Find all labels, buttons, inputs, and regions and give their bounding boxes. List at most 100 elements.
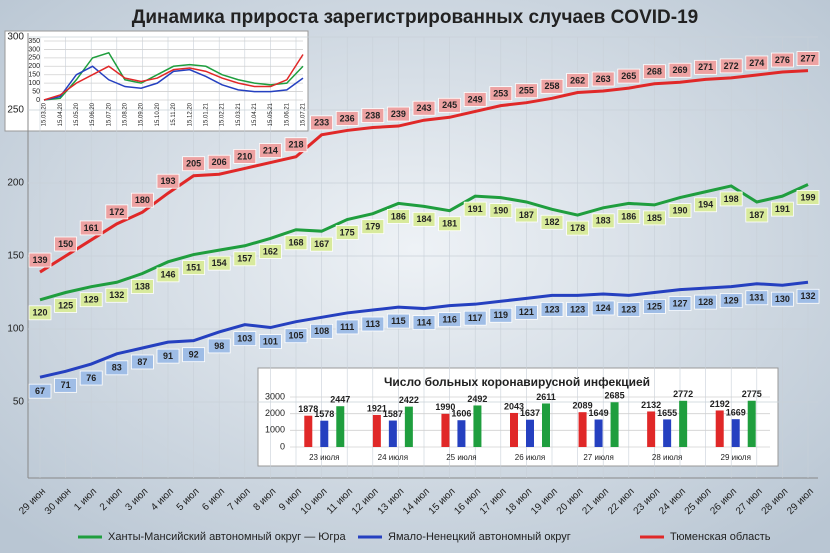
- data-label-box: [796, 190, 820, 205]
- data-label: 87: [137, 357, 147, 367]
- y-tick-label: 200: [7, 178, 24, 189]
- data-label: 190: [672, 205, 687, 215]
- data-label: 276: [775, 55, 790, 65]
- data-label-box: [515, 207, 538, 223]
- data-label: 179: [365, 222, 380, 232]
- data-label-box: [130, 354, 154, 370]
- data-label: 2447: [330, 395, 350, 405]
- legend-label: Ямало-Ненецкий автономный округ: [388, 531, 571, 543]
- data-label: 130: [775, 294, 790, 304]
- data-label: 2685: [605, 391, 625, 401]
- data-label-box: [207, 255, 231, 271]
- x-tick-label: 15.06.21: [284, 102, 290, 126]
- data-label: 1578: [314, 409, 334, 419]
- data-label: 131: [749, 293, 764, 303]
- data-label-box: [745, 55, 769, 71]
- data-label: 1655: [657, 408, 677, 418]
- x-tick-label: 15.03.21: [236, 102, 242, 126]
- data-label: 132: [109, 290, 124, 300]
- data-label: 2043: [504, 401, 524, 411]
- data-label: 157: [237, 254, 252, 264]
- data-label-box: [745, 207, 769, 223]
- data-label-box: [335, 111, 359, 126]
- data-label: 123: [544, 304, 559, 314]
- data-label: 190: [493, 205, 508, 215]
- bar: [388, 420, 397, 447]
- data-label: 239: [391, 109, 406, 119]
- data-label: 187: [749, 210, 764, 220]
- data-label-box: [668, 296, 692, 311]
- data-label-box: [130, 192, 154, 208]
- data-label: 151: [186, 262, 201, 272]
- data-label: 263: [596, 74, 611, 84]
- data-label-box: [310, 236, 334, 252]
- data-label: 193: [160, 176, 175, 186]
- data-label-box: [591, 300, 615, 316]
- data-label: 117: [468, 313, 483, 323]
- data-label: 120: [32, 308, 47, 318]
- data-label-box: [566, 73, 589, 88]
- data-label-box: [182, 347, 206, 363]
- x-tick-label: 15.06.20: [90, 102, 96, 126]
- bar: [747, 400, 756, 447]
- series-line: [43, 51, 304, 101]
- x-tick-label: 26 июля: [515, 453, 545, 462]
- data-label-box: [207, 154, 231, 170]
- data-label: 101: [263, 336, 278, 346]
- data-label: 1669: [726, 408, 746, 418]
- data-label-box: [105, 287, 129, 303]
- data-label: 205: [186, 159, 201, 169]
- data-label-box: [386, 209, 410, 224]
- data-label: 121: [519, 307, 534, 317]
- x-tick-label: 15.07.20: [106, 102, 112, 126]
- data-label-box: [540, 214, 564, 230]
- bar: [715, 410, 724, 447]
- data-label-box: [258, 143, 282, 158]
- data-label: 108: [314, 326, 329, 336]
- data-label-box: [233, 251, 257, 267]
- data-label-box: [54, 298, 77, 313]
- data-label: 127: [672, 298, 687, 308]
- bar: [542, 403, 550, 447]
- series-line: [39, 280, 809, 379]
- data-label: 194: [698, 200, 713, 210]
- data-label-box: [617, 209, 641, 224]
- bar: [441, 413, 450, 447]
- data-label-box: [105, 360, 129, 376]
- data-label: 218: [288, 140, 303, 150]
- data-label-box: [386, 313, 410, 329]
- data-label: 2089: [573, 401, 593, 411]
- x-tick-label: 15.03.20: [42, 102, 48, 126]
- data-label-box: [335, 225, 359, 240]
- data-label-box: [105, 204, 129, 220]
- y-tick-label: 250: [7, 105, 24, 116]
- data-label-box: [566, 220, 589, 236]
- bar: [372, 414, 381, 447]
- y-tick-label: 300: [28, 46, 40, 53]
- x-tick-label: 15.01.21: [203, 102, 209, 126]
- x-tick-label: 24 июля: [378, 453, 408, 462]
- data-label: 83: [112, 363, 122, 373]
- data-label-box: [515, 83, 538, 99]
- x-tick-label: 15.02.21: [220, 102, 226, 126]
- data-label: 210: [237, 151, 252, 161]
- data-label-box: [233, 331, 257, 347]
- y-tick-label: 0: [36, 97, 40, 104]
- data-label-box: [745, 290, 769, 306]
- y-tick-label: 100: [28, 80, 40, 87]
- data-label-box: [28, 305, 52, 321]
- data-label-box: [156, 267, 180, 283]
- y-tick-label: 200: [28, 63, 40, 70]
- data-label-box: [54, 236, 77, 252]
- data-label: 187: [519, 210, 534, 220]
- y-tick-label: 50: [32, 88, 40, 95]
- data-label-box: [719, 191, 743, 207]
- data-label: 277: [800, 53, 815, 63]
- inset-frame: [4, 30, 309, 132]
- data-label: 161: [84, 223, 99, 233]
- data-label-box: [719, 293, 743, 309]
- x-tick-label: 15.05.20: [74, 102, 80, 126]
- data-label: 1606: [451, 409, 471, 419]
- x-tick-label: 15.09.20: [139, 102, 145, 126]
- x-tick-label: 15.10.20: [155, 102, 161, 126]
